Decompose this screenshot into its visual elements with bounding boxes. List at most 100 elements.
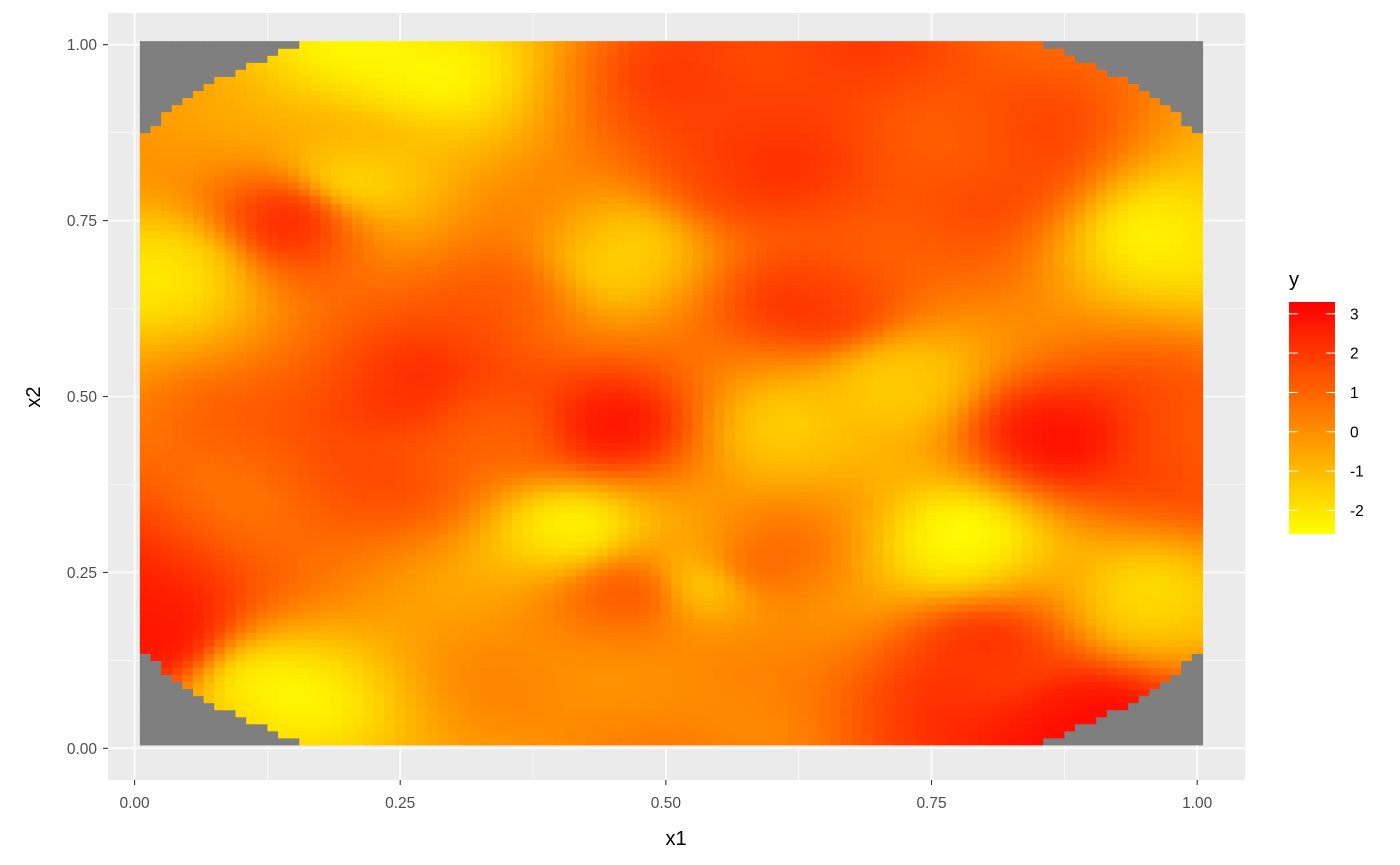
raster-cell xyxy=(384,554,396,563)
raster-cell xyxy=(267,139,279,148)
raster-cell xyxy=(607,407,619,415)
raster-cell xyxy=(607,618,619,626)
raster-cell xyxy=(161,568,173,577)
raster-cell xyxy=(628,540,640,549)
raster-cell xyxy=(469,421,481,429)
raster-cell xyxy=(394,111,407,120)
raster-cell xyxy=(214,385,226,394)
raster-cell xyxy=(522,484,534,493)
raster-cell xyxy=(469,188,481,197)
raster-cell xyxy=(320,456,332,464)
raster-cell xyxy=(448,252,460,260)
raster-cell xyxy=(575,111,587,120)
raster-cell xyxy=(405,350,417,359)
raster-cell xyxy=(267,421,279,429)
raster-cell xyxy=(203,526,215,535)
raster-cell xyxy=(437,568,449,577)
raster-cell xyxy=(267,561,279,570)
raster-cell xyxy=(607,181,619,190)
raster-cell xyxy=(416,210,428,218)
raster-cell xyxy=(193,590,205,598)
raster-cell xyxy=(522,625,534,633)
raster-cell xyxy=(660,350,672,359)
raster-cell xyxy=(639,421,651,429)
raster-cell xyxy=(543,188,555,197)
raster-cell xyxy=(639,667,651,676)
raster-cell xyxy=(352,266,364,274)
raster-cell xyxy=(586,554,598,563)
raster-cell xyxy=(479,273,492,281)
raster-cell xyxy=(139,287,152,296)
raster-cell xyxy=(649,224,662,232)
raster-cell xyxy=(575,723,587,732)
raster-cell xyxy=(352,118,364,127)
raster-cell xyxy=(394,76,407,84)
raster-cell xyxy=(639,76,651,84)
raster-cell xyxy=(161,484,173,493)
raster-cell xyxy=(171,646,183,654)
raster-cell xyxy=(214,533,226,542)
raster-cell xyxy=(278,456,290,464)
raster-cell xyxy=(426,526,439,535)
raster-cell xyxy=(246,456,258,464)
raster-cell xyxy=(320,322,332,331)
raster-cell xyxy=(278,730,290,739)
raster-cell xyxy=(224,343,237,352)
raster-cell xyxy=(426,561,439,570)
raster-cell xyxy=(649,357,662,366)
raster-cell xyxy=(394,505,407,514)
raster-cell xyxy=(139,428,152,436)
raster-cell xyxy=(256,498,268,507)
raster-cell xyxy=(533,378,545,387)
raster-cell xyxy=(511,301,524,310)
raster-cell xyxy=(193,153,205,162)
raster-cell xyxy=(203,533,215,542)
raster-cell xyxy=(341,421,354,429)
raster-cell xyxy=(607,371,619,380)
raster-cell xyxy=(660,491,672,500)
raster-cell xyxy=(139,716,152,725)
raster-cell xyxy=(405,674,417,683)
raster-cell xyxy=(479,125,492,134)
raster-cell xyxy=(607,132,619,141)
raster-cell xyxy=(394,343,407,352)
raster-cell xyxy=(224,224,237,232)
raster-cell xyxy=(479,449,492,457)
raster-cell xyxy=(373,125,385,134)
raster-cell xyxy=(596,561,609,570)
raster-cell xyxy=(490,618,502,626)
raster-cell xyxy=(575,41,587,49)
raster-cell xyxy=(363,702,375,711)
raster-cell xyxy=(533,702,545,711)
raster-cell xyxy=(267,336,279,345)
raster-cell xyxy=(426,702,439,711)
raster-cell xyxy=(649,688,662,697)
raster-cell xyxy=(416,69,428,77)
raster-cell xyxy=(575,83,587,92)
raster-cell xyxy=(288,210,300,218)
raster-cell xyxy=(405,69,417,77)
raster-cell xyxy=(341,378,354,387)
raster-cell xyxy=(448,554,460,563)
raster-cell xyxy=(618,582,630,591)
raster-cell xyxy=(309,181,322,190)
raster-cell xyxy=(267,688,279,697)
raster-cell xyxy=(586,202,598,211)
raster-cell xyxy=(479,737,492,746)
raster-cell xyxy=(639,287,651,296)
raster-cell xyxy=(203,449,215,457)
raster-cell xyxy=(628,280,640,289)
raster-cell xyxy=(363,287,375,296)
raster-cell xyxy=(139,188,152,197)
raster-cell xyxy=(522,533,534,542)
raster-cell xyxy=(150,526,162,535)
raster-cell xyxy=(501,301,513,310)
raster-cell xyxy=(533,76,545,84)
raster-cell xyxy=(533,723,545,732)
raster-cell xyxy=(660,618,672,626)
raster-cell xyxy=(150,414,162,422)
raster-cell xyxy=(533,153,545,162)
raster-cell xyxy=(267,266,279,274)
raster-cell xyxy=(394,308,407,317)
raster-cell xyxy=(182,160,194,169)
